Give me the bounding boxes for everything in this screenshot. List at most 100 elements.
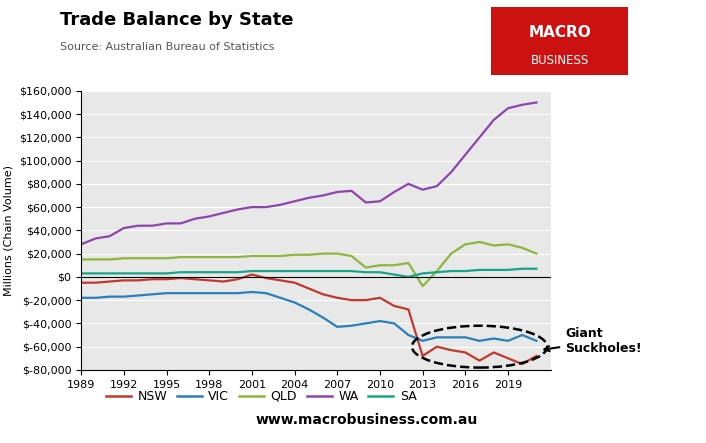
WA <box>91 236 100 241</box>
QLD <box>134 256 143 261</box>
QLD <box>347 253 356 259</box>
NSW <box>290 280 299 285</box>
QLD <box>333 251 342 256</box>
QLD <box>475 239 484 245</box>
SA <box>333 268 342 274</box>
QLD <box>290 252 299 257</box>
SA <box>447 268 455 274</box>
Line: QLD: QLD <box>81 242 537 286</box>
VIC <box>205 291 213 296</box>
WA <box>191 216 199 222</box>
NSW <box>134 278 143 283</box>
QLD <box>532 251 541 256</box>
SA <box>148 271 157 276</box>
Text: BUSINESS: BUSINESS <box>530 54 589 67</box>
NSW <box>205 278 213 283</box>
QLD <box>77 257 85 262</box>
VIC <box>475 338 484 343</box>
VIC <box>220 291 228 296</box>
NSW <box>475 358 484 363</box>
VIC <box>489 336 498 341</box>
SA <box>504 267 513 272</box>
QLD <box>234 254 242 260</box>
Text: Source: Australian Bureau of Statistics: Source: Australian Bureau of Statistics <box>60 42 275 52</box>
WA <box>319 193 328 198</box>
NSW <box>489 350 498 355</box>
Line: WA: WA <box>81 102 537 245</box>
WA <box>475 135 484 140</box>
SA <box>105 271 114 276</box>
NSW <box>262 276 270 281</box>
SA <box>234 269 242 275</box>
NSW <box>220 279 228 284</box>
SA <box>461 268 469 274</box>
QLD <box>489 243 498 248</box>
Y-axis label: Millions (Chain Volume): Millions (Chain Volume) <box>4 165 13 296</box>
NSW <box>447 347 455 353</box>
SA <box>119 271 128 276</box>
WA <box>248 204 256 210</box>
VIC <box>319 315 328 320</box>
NSW <box>105 279 114 284</box>
SA <box>347 268 356 274</box>
WA <box>262 204 270 210</box>
VIC <box>105 294 114 299</box>
VIC <box>234 291 242 296</box>
NSW <box>304 286 313 291</box>
Legend: NSW, VIC, QLD, WA, SA: NSW, VIC, QLD, WA, SA <box>101 385 421 408</box>
SA <box>304 268 313 274</box>
SA <box>77 271 85 276</box>
WA <box>461 152 469 157</box>
NSW <box>532 354 541 359</box>
WA <box>176 221 185 226</box>
QLD <box>248 253 256 259</box>
SA <box>276 268 285 274</box>
WA <box>532 100 541 105</box>
NSW <box>347 298 356 303</box>
VIC <box>504 338 513 343</box>
QLD <box>262 253 270 259</box>
WA <box>433 183 441 189</box>
VIC <box>518 332 527 338</box>
SA <box>134 271 143 276</box>
VIC <box>447 335 455 340</box>
Line: NSW: NSW <box>81 275 537 364</box>
VIC <box>290 300 299 305</box>
WA <box>234 207 242 212</box>
SA <box>419 271 427 276</box>
SA <box>162 271 171 276</box>
VIC <box>162 291 171 296</box>
VIC <box>134 293 143 298</box>
VIC <box>361 321 370 326</box>
NSW <box>176 276 185 281</box>
WA <box>419 187 427 192</box>
NSW <box>248 272 256 277</box>
NSW <box>390 303 398 309</box>
WA <box>205 214 213 219</box>
QLD <box>304 252 313 257</box>
SA <box>489 267 498 272</box>
SA <box>91 271 100 276</box>
VIC <box>304 307 313 312</box>
NSW <box>77 280 85 285</box>
NSW <box>191 276 199 282</box>
VIC <box>532 338 541 343</box>
WA <box>134 223 143 229</box>
VIC <box>419 338 427 343</box>
QLD <box>504 242 513 247</box>
VIC <box>390 321 398 326</box>
WA <box>347 188 356 194</box>
QLD <box>119 256 128 261</box>
Text: Trade Balance by State: Trade Balance by State <box>60 11 294 29</box>
VIC <box>347 323 356 328</box>
Text: www.macrobusiness.com.au: www.macrobusiness.com.au <box>256 413 478 427</box>
VIC <box>148 291 157 297</box>
WA <box>119 225 128 231</box>
VIC <box>276 295 285 300</box>
SA <box>376 269 384 275</box>
NSW <box>148 276 157 282</box>
NSW <box>162 276 171 282</box>
SA <box>390 272 398 277</box>
Text: MACRO: MACRO <box>528 25 591 40</box>
WA <box>304 195 313 200</box>
